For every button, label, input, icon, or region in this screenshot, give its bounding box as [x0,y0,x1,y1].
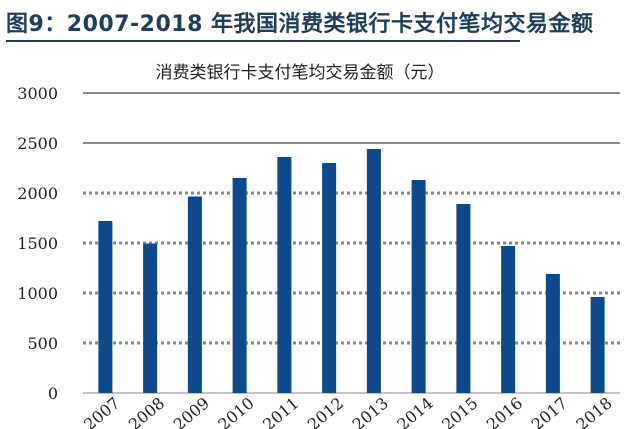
bar-2009 [187,196,202,393]
y-tick-label: 0 [48,384,58,403]
x-tick-label: 2017 [528,393,571,429]
x-tick-label: 2011 [259,393,302,429]
bar-2012 [322,163,337,393]
y-tick-label: 2500 [17,134,58,153]
title-divider [6,40,520,42]
bar-2010 [232,178,247,393]
x-tick-label: 2016 [483,393,526,429]
y-tick-label: 2000 [17,184,58,203]
x-tick-label: 2010 [214,393,257,429]
y-tick-label: 1500 [17,234,58,253]
x-tick-label: 2007 [80,393,123,429]
y-tick-label: 1000 [17,284,58,303]
x-tick-label: 2015 [438,393,481,429]
bar-2008 [143,243,158,393]
figure-title: 图9：2007-2018 年我国消费类银行卡支付笔均交易金额 [6,12,594,37]
x-tick-label: 2012 [304,393,347,429]
x-tick-label: 2014 [393,393,436,429]
chart-title: 消费类银行卡支付笔均交易金额（元） [156,63,445,83]
x-tick-label: 2009 [170,393,213,429]
y-tick-label: 3000 [17,84,58,103]
bar-2015 [456,204,471,393]
bar-2013 [366,149,381,393]
x-tick-label: 2013 [349,393,392,429]
bar-2014 [411,180,426,393]
bar-2016 [501,246,516,393]
x-tick-label: 2018 [572,393,615,429]
y-tick-label: 500 [27,334,58,353]
bar-2017 [545,274,560,393]
x-tick-label: 2008 [125,393,168,429]
bar-2018 [590,297,605,393]
bar-2011 [277,157,292,393]
bar-2007 [98,221,113,393]
